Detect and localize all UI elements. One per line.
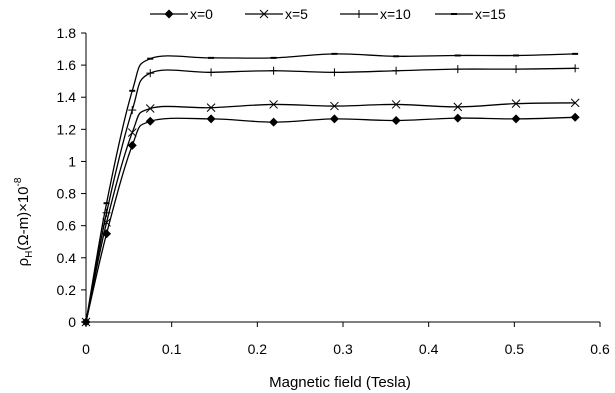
marker-stroke [330,101,339,111]
data-point [145,104,155,113]
data-point [330,68,339,77]
marker-stroke [206,103,216,113]
data-point [512,65,521,74]
marker-stroke [145,104,155,113]
data-point [127,140,137,150]
x-tick-label: 0.3 [333,341,353,357]
data-point [391,116,401,126]
y-axis-title: ρH(Ω-m)×10-8 [13,177,35,266]
marker-stroke [127,128,137,137]
data-point [207,68,216,77]
legend-label: x=5 [285,6,308,22]
data-point [330,101,339,111]
legend-label: x=15 [475,6,506,22]
y-tick-label: 1.2 [57,121,77,137]
data-point [392,66,401,75]
y-tick-label: 1.8 [57,25,77,41]
marker-stroke [511,99,521,108]
data-point [570,112,580,122]
x-tick-label: 0.4 [419,341,439,357]
data-point [269,100,278,109]
data-point [146,69,155,78]
data-point [453,113,463,123]
series-line [85,116,576,323]
legend-item: x=5 [245,6,308,22]
legend-label: x=10 [380,6,411,22]
y-tick-label: 0.8 [57,186,77,202]
x-tick-label: 0.6 [590,341,610,357]
marker-stroke [453,102,463,112]
data-point [206,103,216,113]
marker-stroke [391,100,401,109]
x-tick-label: 0.1 [162,341,182,357]
y-tick-label: 0 [68,314,76,330]
y-axis: 0 0.2 0.4 0.6 0.8 1 1.2 1.4 1.6 1.8 [57,25,87,330]
data-point [127,128,137,137]
series-x=5 [81,98,580,327]
data-point [570,98,580,108]
legend: x=0 x=5 x=10 x=15 [150,6,506,22]
series-x=15 [83,52,579,323]
legend-item: x=10 [340,6,411,22]
legend-marker [259,9,269,19]
legend-marker [164,9,174,19]
data-point [269,117,279,127]
y-tick-label: 0.2 [57,282,77,298]
y-tick-label: 0.6 [57,218,77,234]
x-tick-label: 0 [82,341,90,357]
y-axis-title-mid: (Ω-m)×10 [15,186,32,250]
x-tick-label: 0.2 [248,341,268,357]
x-tick-label: 0.5 [505,341,525,357]
y-axis-title-sup: -8 [13,177,24,186]
data-point [128,106,137,115]
legend-item: x=0 [150,6,213,22]
data-point [145,116,155,126]
data-point [511,114,521,124]
data-point [571,64,580,73]
series-x=0 [81,112,580,327]
y-axis-title-base: ρ [15,258,32,267]
x-axis: 0 0.1 0.2 0.3 0.4 0.5 0.6 [82,321,610,357]
series-line [85,102,576,323]
series-x=10 [82,64,580,326]
data-point [453,102,463,112]
series-line [85,67,576,323]
y-tick-label: 1 [68,153,76,169]
y-axis-title-sub: H [24,251,35,258]
marker-stroke [259,9,269,19]
marker-stroke [570,98,580,108]
data-point [269,66,278,75]
legend-marker [355,10,363,18]
data-point [391,100,401,109]
marker-stroke [269,100,278,109]
legend-item: x=15 [435,6,506,22]
series-line [85,53,576,323]
legend-label: x=0 [190,6,213,22]
y-tick-label: 0.4 [57,250,77,266]
y-tick-label: 1.6 [57,57,77,73]
data-point [102,208,111,217]
x-axis-title: Magnetic field (Tesla) [269,374,411,391]
data-point [511,99,521,108]
data-point [453,65,462,74]
data-point [206,114,216,124]
data-point [329,114,339,124]
y-tick-label: 1.4 [57,89,77,105]
series-layer [81,52,580,327]
